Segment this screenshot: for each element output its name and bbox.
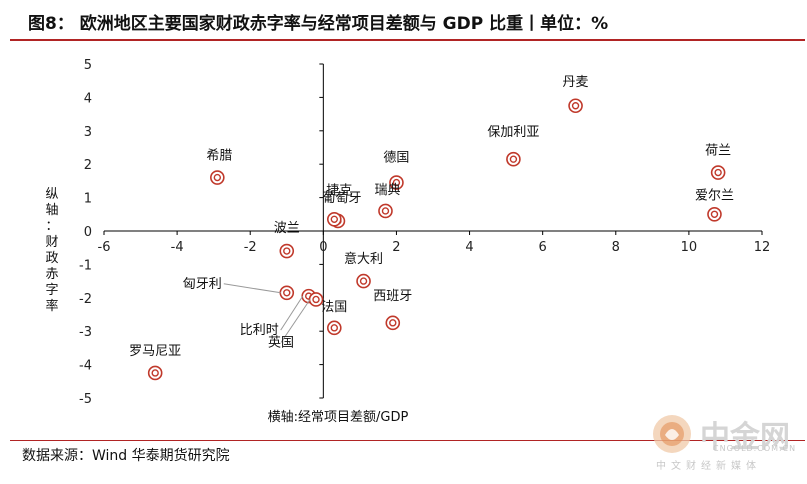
point-label: 意大利 [344, 251, 383, 267]
point-label: 捷克 [326, 183, 352, 198]
y-axis-title-char: 轴 [45, 203, 58, 218]
y-tick-label: 2 [84, 158, 92, 173]
leader-line [280, 295, 304, 331]
data-point [279, 285, 295, 301]
footer-rule [10, 440, 805, 441]
chart-title: 图8： 欧洲地区主要国家财政赤字率与经常项目差额与 GDP 比重丨单位：% [28, 14, 609, 34]
point-label: 波兰 [274, 221, 300, 236]
x-tick-label: 10 [681, 240, 698, 255]
data-point [279, 243, 295, 259]
point-label: 丹麦 [563, 75, 589, 90]
y-axis-title-char: ： [45, 219, 58, 234]
data-point [389, 175, 404, 190]
y-tick-label: -5 [79, 392, 92, 407]
y-axis-title-char: 政 [45, 251, 58, 266]
point-label: 法国 [321, 300, 347, 315]
point-label: 匈牙利 [183, 277, 222, 292]
point-label: 爱尔兰 [695, 188, 734, 203]
y-tick-label: 0 [84, 225, 92, 240]
x-tick-label: -2 [244, 240, 257, 255]
y-tick-label: 1 [84, 192, 92, 207]
y-axis-title-char: 赤 [45, 267, 58, 282]
y-axis-title-char: 财 [45, 235, 58, 250]
point-label: 西班牙 [373, 289, 412, 304]
y-tick-label: -3 [79, 325, 92, 340]
point-label: 保加利亚 [487, 125, 539, 140]
y-axis-title: 纵轴：财政赤字率 [45, 187, 58, 314]
data-point [326, 212, 342, 227]
watermark-slogan: 中文财经新媒体 [656, 461, 761, 472]
data-point [506, 151, 521, 167]
watermark-domain: CNGOLD.COM.CN [713, 444, 797, 453]
source-note: 数据来源：Wind 华泰期货研究院 [22, 448, 230, 464]
x-axis-title: 横轴:经常项目差额/GDP [268, 410, 409, 425]
point-label: 罗马尼亚 [129, 344, 181, 359]
data-points [147, 98, 726, 381]
x-tick-label: 8 [612, 240, 620, 255]
x-tick-label: 12 [754, 240, 771, 255]
y-tick-label: -1 [79, 258, 92, 273]
data-point [378, 203, 393, 219]
x-tick-label: 2 [392, 240, 400, 255]
data-point [568, 98, 583, 114]
x-tick-label: -6 [98, 240, 111, 255]
point-label: 瑞典 [374, 183, 400, 198]
x-tick-label: 6 [539, 240, 547, 255]
leader-line [280, 299, 311, 343]
y-tick-label: -4 [79, 359, 92, 374]
y-tick-label: 5 [84, 58, 92, 73]
title-rule [10, 39, 805, 41]
x-tick-label: 0 [319, 240, 327, 255]
watermark-name: 中金网 [700, 420, 790, 455]
data-point [210, 170, 225, 185]
y-tick-label: 3 [84, 125, 92, 140]
x-tick-label: -4 [171, 240, 184, 255]
point-label: 德国 [383, 151, 409, 166]
x-tick-label: 4 [465, 240, 473, 255]
data-point [707, 207, 722, 222]
data-point [385, 315, 401, 331]
data-point [356, 273, 371, 289]
y-tick-label: 4 [84, 91, 92, 106]
y-axis-title-char: 字 [45, 283, 58, 298]
point-label: 葡萄牙 [322, 191, 361, 206]
data-point [710, 165, 726, 180]
leader-line [223, 283, 281, 294]
y-axis-title-char: 纵 [45, 187, 58, 202]
data-point [326, 320, 342, 336]
y-tick-label: -2 [79, 292, 92, 307]
data-point [308, 292, 324, 307]
y-axis-title-char: 率 [45, 298, 58, 314]
point-label: 英国 [268, 335, 294, 350]
data-point [147, 365, 163, 381]
watermark-logo-icon [653, 415, 691, 453]
point-label: 希腊 [206, 149, 232, 164]
point-label: 荷兰 [705, 144, 731, 159]
point-label: 比利时 [240, 323, 279, 338]
